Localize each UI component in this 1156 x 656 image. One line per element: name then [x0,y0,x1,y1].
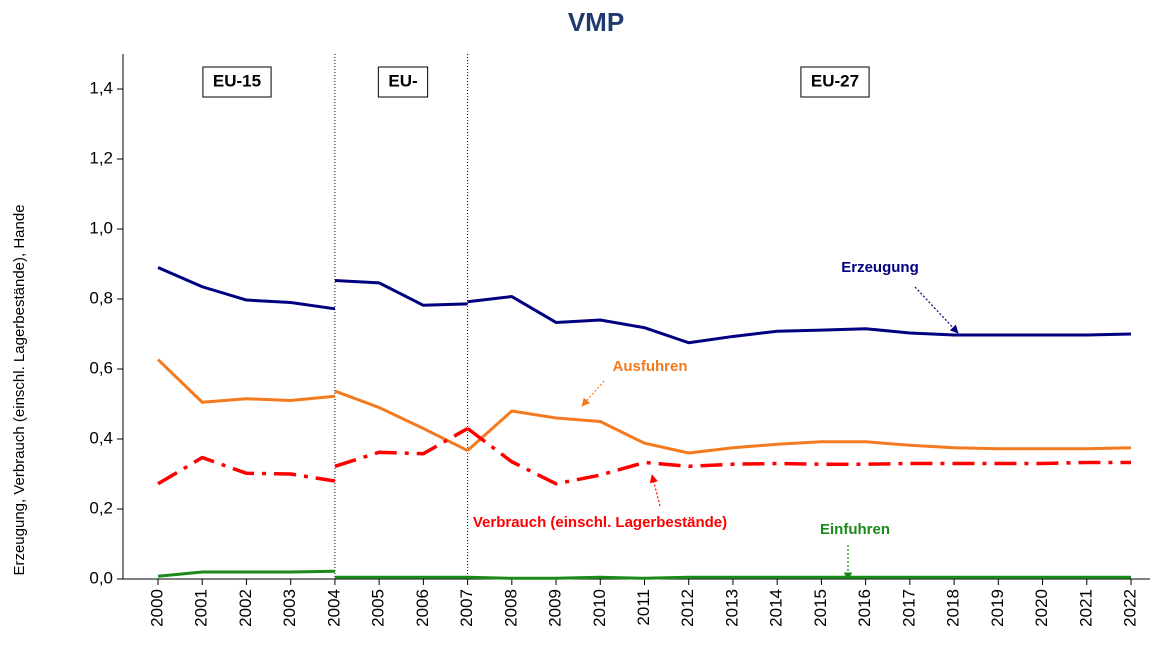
period-label: EU-15 [213,71,261,90]
series-line [466,409,1132,455]
y-tick-label: 0,2 [89,498,113,517]
x-tick-label: 2002 [236,589,255,627]
y-tick-label: 0,4 [89,428,113,447]
series-line [156,358,336,404]
x-tick-label: 2013 [722,589,741,627]
series-line [467,575,1131,580]
x-tick-label: 2000 [147,589,166,627]
x-tick-label: 2009 [546,589,565,627]
x-tick-label: 2006 [413,589,432,627]
x-tick-label: 2004 [324,589,343,627]
chart-title: VMP [568,7,624,37]
y-tick-label: 1,2 [89,148,113,167]
y-tick-label: 0,6 [89,358,113,377]
x-tick-label: 2010 [590,589,609,627]
annotation-arrow [581,380,605,407]
y-tick-label: 1,4 [89,78,113,97]
period-box [202,66,272,98]
series-annotation: Erzeugung [841,259,919,276]
x-tick-label: 2016 [855,589,874,627]
x-tick-label: 2007 [457,589,476,627]
period-label: EU- [388,71,417,90]
x-tick-label: 2014 [767,589,786,627]
y-tick-label: 0,8 [89,288,113,307]
series-line [334,426,469,468]
x-tick-label: 2022 [1120,589,1139,627]
x-tick-label: 2017 [899,589,918,627]
series-annotation: Verbrauch (einschl. Lagerbestände) [473,514,727,531]
series-line [157,266,336,311]
series-line [157,569,335,578]
x-tick-label: 2001 [192,589,211,627]
annotation-arrow [914,286,959,334]
x-tick-label: 2020 [1032,589,1051,627]
x-tick-label: 2018 [944,589,963,627]
x-tick-label: 2012 [678,589,697,627]
series-line [157,455,336,486]
period-box [800,66,870,98]
period-box [377,66,429,98]
x-tick-label: 2015 [811,589,830,627]
series-line [334,278,468,307]
x-tick-label: 2021 [1076,589,1095,627]
y-axis-label: Erzeugung, Verbrauch (einschl. Lagerbest… [11,204,28,575]
period-label: EU-27 [811,71,859,90]
x-tick-label: 2003 [280,589,299,627]
series-annotation: Einfuhren [820,521,890,538]
x-tick-label: 2008 [501,589,520,627]
y-tick-label: 1,0 [89,218,113,237]
series-annotation: Ausfuhren [613,358,688,375]
annotation-arrow [649,474,661,507]
x-tick-label: 2011 [634,589,653,626]
x-tick-label: 2005 [369,589,388,627]
y-tick-label: 0,0 [89,568,113,587]
x-tick-label: 2019 [988,589,1007,627]
series-line [467,295,1132,345]
series-line [466,427,1131,486]
